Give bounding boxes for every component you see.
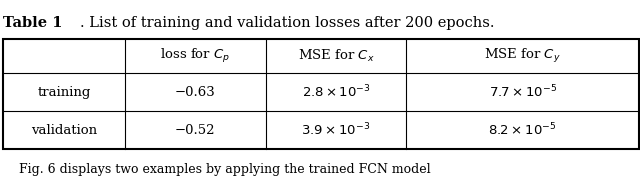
Text: $8.2 \times 10^{-5}$: $8.2 \times 10^{-5}$ [488,122,557,139]
Text: $7.7 \times 10^{-5}$: $7.7 \times 10^{-5}$ [488,84,557,101]
Text: . List of training and validation losses after 200 epochs.: . List of training and validation losses… [80,16,495,30]
Text: Fig. 6 displays two examples by applying the trained FCN model: Fig. 6 displays two examples by applying… [19,163,431,176]
Text: $2.8 \times 10^{-3}$: $2.8 \times 10^{-3}$ [301,84,371,101]
Text: validation: validation [31,124,97,137]
Text: training: training [37,86,91,99]
Text: loss for $\mathit{C}_p$: loss for $\mathit{C}_p$ [160,47,230,65]
Text: MSE for $\mathit{C}_x$: MSE for $\mathit{C}_x$ [298,48,374,64]
Text: −0.52: −0.52 [175,124,216,137]
Text: Table 1: Table 1 [3,16,63,30]
Text: −0.63: −0.63 [175,86,216,99]
Text: $3.9 \times 10^{-3}$: $3.9 \times 10^{-3}$ [301,122,371,139]
Text: MSE for $\mathit{C}_y$: MSE for $\mathit{C}_y$ [484,47,561,65]
Bar [3,39,639,149]
